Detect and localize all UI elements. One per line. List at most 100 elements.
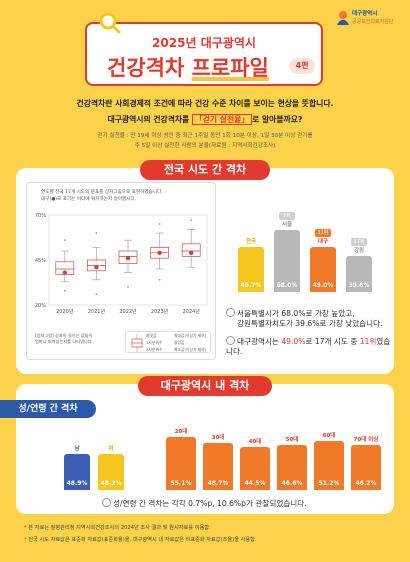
- org-name: 대구광역시: [352, 11, 378, 17]
- bar: 46.6%: [277, 444, 307, 490]
- region-statement-2: 대구광역시는 49.0%로 17개 시도 중 11위였습니다.: [226, 336, 394, 357]
- x-tick-label: 2023년: [151, 308, 169, 315]
- boxplot-desc-1: 연도별 전국 17개 시도의 분포를 상자그림으로 표현하였습니다.: [41, 190, 163, 195]
- page-subtitle: 2025년 대구광역시: [152, 36, 256, 50]
- y-tick-label: 45%: [35, 258, 46, 264]
- daegu-point: [189, 250, 194, 255]
- magnifier-icon: [99, 12, 121, 34]
- bar: 48.7%: [203, 442, 233, 490]
- bar-category-label: 서울: [281, 221, 293, 228]
- bar-value-label: 46.6%: [281, 480, 303, 487]
- bar-value-label: 49.0%: [312, 282, 334, 289]
- bar-value-label: 48.9%: [66, 480, 88, 487]
- bar-value-label: 39.6%: [348, 282, 370, 289]
- footnotes: * 본 자료는 질병관리청 지역사회건강조사의 2024년 조사 결과 및 원시…: [24, 524, 257, 544]
- sex-age-statement: 성/연령 간 격차는 각각 0.7%p, 10.6%p가 관찰되었습니다.: [102, 498, 307, 509]
- national-gap-card: 연도별 전국 17개 시도의 분포를 상자그림으로 표현하였습니다. 대구(●)…: [16, 168, 394, 374]
- boxplot-panel: 연도별 전국 17개 시도의 분포를 상자그림으로 표현하였습니다. 대구(●)…: [26, 182, 216, 360]
- boxplot-description: 연도별 전국 17개 시도의 분포를 상자그림으로 표현하였습니다. 대구(●)…: [41, 189, 211, 203]
- page-title: 건강격차 프로파일: [107, 52, 269, 82]
- boxplot-foot-2: 얼마나 퍼져있는지를 나타냅니다.: [35, 339, 93, 344]
- x-tick-label: 2024년: [183, 308, 201, 315]
- outlier-point: [95, 293, 98, 296]
- y-tick-label: 20%: [35, 303, 46, 309]
- daegu-rank: 11위: [359, 337, 377, 346]
- check-icon: [226, 308, 235, 317]
- rank-badge: 11위: [315, 229, 331, 238]
- title-part-b: 프로파일: [191, 56, 269, 80]
- rank-badge: 1위: [279, 211, 295, 220]
- age-bar-chart: 55.1% 20대 48.7% 30대 44.5% 40대 46.6% 50대 51.2% 60대…: [162, 414, 388, 490]
- outlier-point: [95, 232, 98, 234]
- x-tick-label: 2021년: [88, 308, 106, 315]
- check-icon: [226, 336, 235, 345]
- region-statement-2-mid: 로 17개 시도 중: [305, 337, 360, 346]
- bar: 44.5%: [240, 446, 270, 490]
- daegu-point: [125, 256, 131, 261]
- outlier-point: [158, 223, 161, 225]
- boxplot-legend: 최댓값 1사분위수 3사분위수 최대값(이상치 제외) 중앙값 최소값(이상치 …: [125, 331, 211, 353]
- bar-category-label: 전국: [245, 238, 257, 245]
- bar-category-label: 30대: [211, 434, 225, 441]
- region-statement-1b: 강원특별자치도가 39.6%로 가장 낮았습니다.: [237, 319, 383, 328]
- daegu-point: [62, 270, 67, 275]
- legend-median: 중앙값: [174, 340, 185, 345]
- footnote-1: * 본 자료는 질병관리청 지역사회건강조사의 2024년 조사 결과 및 원시…: [24, 525, 211, 531]
- definition-note-2: 주 5일 이상 실천한 사람의 분율(자료원 : 지역사회건강조사): [134, 143, 276, 149]
- bar-category-label: 여: [108, 446, 114, 453]
- bar-value-label: 44.5%: [244, 480, 266, 487]
- intro-line-2: 대구광역시의 건강격차를 「걷기 실천율」 로 알아볼까요?: [0, 114, 410, 125]
- section-tag-national: 전국 시도 간 격차: [140, 160, 270, 180]
- bar: 49.0%: [310, 247, 336, 292]
- x-tick-label: 2022년: [119, 308, 137, 315]
- sex-bar-chart: 48.9% 남 48.2% 여: [56, 420, 136, 490]
- outlier-point: [127, 286, 129, 288]
- footnote-1-text: 본 자료는 질병관리청 지역사회건강조사의 2024년 조사 결과 및 원시자료…: [28, 525, 211, 531]
- bar-value-label: 51.2%: [318, 480, 340, 487]
- bar: 48.2%: [98, 454, 124, 490]
- org-unit: 공공보건의료지원단: [352, 19, 394, 25]
- bar: 55.1%: [166, 436, 196, 490]
- x-tick-label: 2020년: [56, 308, 74, 315]
- footnote-2: * 전국 시도 자료값은 표준화 자료값(표준화율)을, 대구광역시 내 자료값…: [24, 537, 257, 543]
- section-tag-daegu: 대구광역시 내 격차: [138, 376, 272, 396]
- bar: 51.2%: [314, 440, 344, 490]
- bar-category-label: 강원: [353, 247, 365, 254]
- legend-box-glyph: [131, 334, 143, 352]
- region-statement-1: 서울특별시가 68.0%로 가장 높았고,: [226, 308, 355, 319]
- legend-q3: 3사분위수: [146, 347, 163, 352]
- region-bar-chart: 49.7% 전국 68.0% 서울 1위 49.0% 대구 11위 39.6% 강원 17위: [228, 196, 384, 292]
- bar-value-label: 49.7%: [240, 282, 262, 289]
- legend-lower: 최소값(이상치 제외): [174, 347, 207, 352]
- bar: 48.9%: [64, 453, 90, 490]
- sex-age-statement-text: 성/연령 간 격차는 각각 0.7%p, 10.6%p가 관찰되었습니다.: [113, 499, 307, 508]
- boxplot-foot-1: [상자그림] 상자의 길이는 값들이: [35, 333, 93, 338]
- bar: 39.6%: [346, 255, 372, 292]
- boxplot-chart: 70% 45% 20% 2020년 2021년 2022년 2023년 2024년: [35, 213, 208, 315]
- outlier-point: [63, 239, 66, 242]
- subtab-sex-age: 성/연령 간 격차: [0, 400, 96, 418]
- intro-line-2-post: 로 알아볼까요?: [252, 115, 303, 124]
- box: [181, 243, 201, 257]
- bar-category-label: 50대: [285, 436, 299, 443]
- bar-value-label: 48.2%: [100, 480, 122, 487]
- edition-badge: 4편: [289, 58, 315, 74]
- legend-max: 최댓값: [146, 333, 157, 338]
- intro-line-2-pre: 대구광역시의 건강격차를: [107, 115, 192, 124]
- org-logo: 대구광역시 공공보건의료지원단: [336, 8, 400, 30]
- footnote-2-text: 전국 시도 자료값은 표준화 자료값(표준화율)을, 대구광역시 내 자료값은 …: [28, 537, 257, 543]
- title-banner: 2025년 대구광역시 건강격차 프로파일 4편: [85, 12, 323, 86]
- definition-note-1: 걷기 실천율 : 만 19세 이상 성인 중 최근 1주일 동안 1회 10분 …: [97, 133, 313, 139]
- bar: 49.7%: [238, 246, 264, 292]
- bar-category-label: 20대: [174, 428, 188, 435]
- region-statement-2-post: 였습니다.: [226, 337, 391, 356]
- boxplot-footnote: [상자그림] 상자의 길이는 값들이 얼마나 퍼져있는지를 나타냅니다.: [35, 333, 125, 345]
- outlier-point: [190, 219, 193, 222]
- boxplot-desc-2: 대구(●)로 표기는 어디에 위치하는지 알아봅시다.: [41, 197, 137, 202]
- bar-value-label: 48.7%: [207, 480, 229, 487]
- bar-value-label: 68.0%: [276, 282, 298, 289]
- bar-category-label: 40대: [248, 438, 262, 445]
- bar: 68.0%: [274, 229, 300, 292]
- intro-text: 건강격차란 사회경제적 조건에 따라 건강 수준 차이를 보이는 현상을 뜻합니…: [0, 98, 410, 149]
- intro-line-1: 건강격차란 사회경제적 조건에 따라 건강 수준 차이를 보이는 현상을 뜻합니…: [76, 99, 334, 108]
